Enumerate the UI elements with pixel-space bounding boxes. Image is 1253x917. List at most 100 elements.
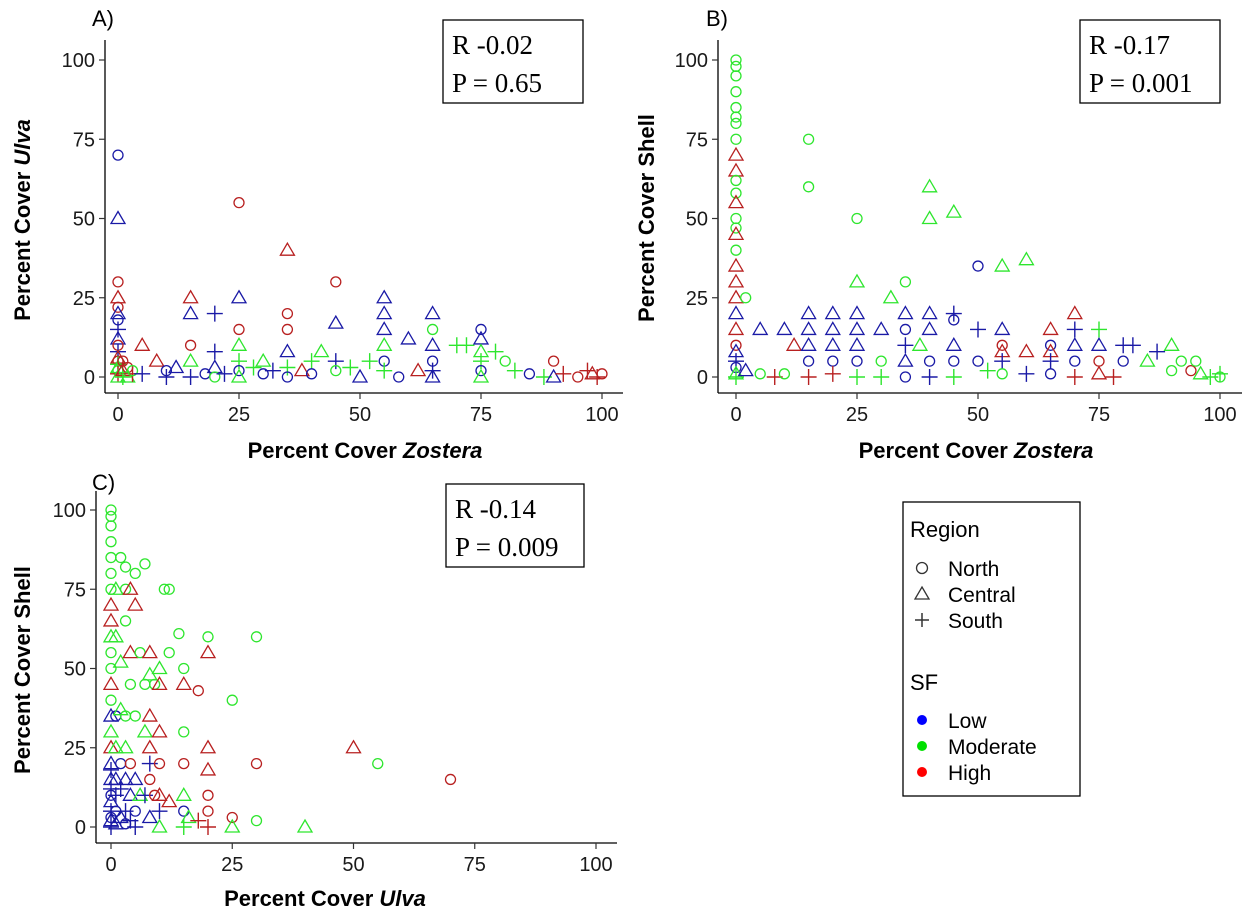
data-point-south-low bbox=[921, 369, 938, 385]
data-point-north-moderate bbox=[119, 615, 132, 627]
panel-b-r-value: R -0.17 bbox=[1089, 30, 1170, 60]
legend-region-central: Central bbox=[913, 584, 1016, 607]
data-point-north-low bbox=[802, 355, 815, 367]
data-point-north-moderate bbox=[1175, 355, 1187, 367]
data-point-central-low bbox=[921, 321, 938, 336]
data-point-north-high bbox=[202, 789, 214, 801]
panel-b-label: B) bbox=[706, 6, 728, 31]
legend-region-central-label: Central bbox=[948, 584, 1016, 607]
panel-c-r-value: R -0.14 bbox=[455, 494, 537, 524]
data-point-north-moderate bbox=[105, 520, 117, 532]
data-point-central-moderate bbox=[182, 352, 199, 367]
data-point-south-moderate bbox=[1212, 365, 1228, 382]
data-point-north-moderate bbox=[754, 368, 766, 380]
y-tick-label: 75 bbox=[73, 129, 95, 151]
data-point-north-high bbox=[112, 276, 124, 288]
legend-region-north-label: North bbox=[948, 558, 999, 581]
data-point-central-moderate bbox=[1139, 352, 1156, 367]
data-point-central-high bbox=[199, 644, 217, 659]
data-point-central-low bbox=[737, 362, 754, 377]
data-point-south-moderate bbox=[1202, 369, 1219, 385]
data-point-central-moderate bbox=[107, 739, 124, 754]
data-point-north-moderate bbox=[105, 567, 117, 580]
panel-b: B) 0 25 50 75 100 0 25 50 75 100 Percent Cover Z… bbox=[634, 6, 1242, 463]
data-point-south-low bbox=[1018, 365, 1035, 382]
data-point-north-high bbox=[730, 339, 742, 351]
data-point-central-moderate bbox=[112, 701, 129, 716]
data-point-central-high bbox=[345, 739, 362, 754]
data-point-south-moderate bbox=[175, 819, 192, 835]
data-point-north-low bbox=[1117, 355, 1129, 367]
data-point-south-low bbox=[122, 812, 139, 829]
data-point-south-low bbox=[206, 305, 223, 322]
panel-b-y-label: Percent Cover Shell bbox=[634, 114, 659, 322]
data-point-south-moderate bbox=[458, 337, 475, 354]
data-point-north-moderate bbox=[730, 174, 742, 187]
legend-sf-high-label: High bbox=[948, 762, 991, 785]
data-point-south-moderate bbox=[376, 362, 393, 379]
data-point-central-moderate bbox=[296, 818, 314, 833]
data-point-north-moderate bbox=[105, 662, 117, 675]
data-point-south-moderate bbox=[728, 369, 744, 385]
data-point-north-high bbox=[226, 811, 238, 824]
panel-c-y-label: Percent Cover Shell bbox=[10, 566, 35, 774]
data-point-central-moderate bbox=[1192, 365, 1209, 380]
data-point-central-high bbox=[1018, 343, 1035, 358]
data-point-central-low bbox=[107, 771, 124, 786]
data-point-central-high bbox=[727, 289, 745, 304]
data-point-south-low bbox=[112, 780, 129, 797]
data-point-south-low bbox=[216, 365, 233, 382]
x-tick-label: 50 bbox=[349, 404, 371, 426]
legend-region-north: North bbox=[915, 558, 999, 581]
data-point-central-low bbox=[545, 368, 562, 383]
data-point-south-moderate bbox=[1091, 321, 1107, 338]
data-point-central-low bbox=[424, 305, 441, 320]
x-tick-label: 100 bbox=[585, 404, 618, 426]
data-point-north-low bbox=[305, 368, 318, 380]
y-tick-label: 100 bbox=[62, 50, 95, 72]
data-point-north-moderate bbox=[119, 710, 132, 722]
data-point-north-moderate bbox=[730, 101, 742, 114]
data-point-south-low bbox=[264, 362, 281, 379]
data-point-central-moderate bbox=[255, 352, 272, 367]
data-point-north-high bbox=[124, 757, 137, 770]
data-point-north-low bbox=[178, 805, 190, 817]
data-point-central-high bbox=[1090, 365, 1108, 380]
data-point-north-moderate bbox=[499, 355, 511, 367]
data-point-central-high bbox=[141, 739, 158, 754]
data-point-north-low bbox=[475, 323, 487, 336]
data-point-north-low bbox=[851, 355, 863, 367]
panel-b-stats-box bbox=[1079, 19, 1221, 104]
legend-region-south: South bbox=[915, 610, 1003, 633]
x-tick-label: 100 bbox=[579, 854, 612, 876]
data-point-north-moderate bbox=[158, 583, 171, 595]
data-point-north-moderate bbox=[730, 222, 742, 234]
data-point-north-low bbox=[233, 365, 245, 377]
y-tick-label: 100 bbox=[53, 500, 86, 522]
data-point-north-high bbox=[153, 757, 166, 770]
x-tick-label: 50 bbox=[342, 854, 364, 876]
data-point-central-high bbox=[409, 362, 427, 377]
data-point-north-moderate bbox=[730, 133, 742, 145]
data-point-north-moderate bbox=[875, 355, 887, 367]
panel-a-points bbox=[109, 149, 608, 385]
legend-sf-low: Low bbox=[917, 710, 987, 733]
dot-icon bbox=[917, 767, 927, 777]
data-point-south-low bbox=[103, 819, 119, 835]
data-point-south-high bbox=[200, 819, 216, 835]
data-point-south-moderate bbox=[231, 353, 247, 370]
data-point-south-moderate bbox=[849, 369, 865, 385]
data-point-central-low bbox=[400, 330, 417, 345]
y-tick-label: 0 bbox=[84, 367, 95, 389]
data-point-central-high bbox=[199, 761, 217, 776]
y-tick-label: 0 bbox=[75, 817, 86, 839]
data-point-north-moderate bbox=[178, 662, 190, 675]
data-point-central-moderate bbox=[994, 257, 1011, 272]
data-point-central-moderate bbox=[102, 723, 120, 738]
panel-b-p-value: P = 0.001 bbox=[1089, 68, 1193, 98]
legend: Region North Central South SF Low Modera… bbox=[902, 501, 1081, 797]
x-tick-label: 25 bbox=[846, 404, 868, 426]
data-point-central-moderate bbox=[151, 660, 168, 675]
data-point-south-moderate bbox=[945, 369, 962, 385]
data-point-north-low bbox=[827, 355, 839, 367]
